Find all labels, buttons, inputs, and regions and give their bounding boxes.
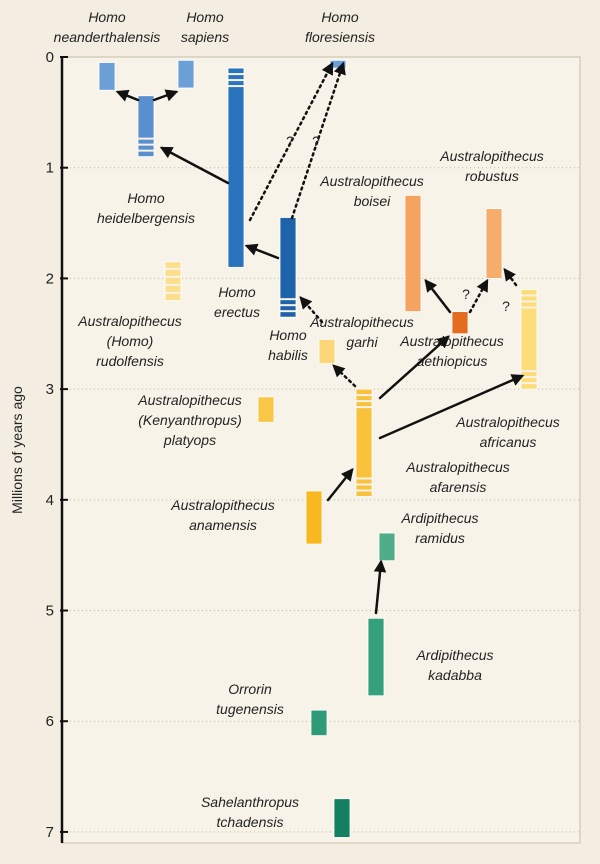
y-tick-label: 7 — [46, 824, 54, 841]
species-label: aethiopicus — [417, 353, 488, 369]
y-tick-label: 6 — [46, 713, 54, 730]
y-tick-label: 0 — [46, 49, 54, 66]
dotted-arrow — [503, 267, 518, 287]
arrow — [378, 335, 450, 400]
species-label: garhi — [346, 334, 378, 350]
species-label: Sahelanthropus — [201, 794, 299, 810]
question-mark: ? — [286, 133, 294, 149]
species-label: Australopithecus — [309, 314, 414, 330]
species-label: Homo — [186, 9, 224, 25]
species-label: Homo — [127, 190, 165, 206]
species-label: floresiensis — [305, 29, 375, 45]
arrow — [244, 243, 280, 260]
y-tick-label: 4 — [46, 492, 54, 509]
arrow — [115, 89, 140, 102]
range-bar — [310, 709, 328, 737]
y-axis-label: Millions of years ago — [9, 386, 25, 514]
range-bar — [98, 62, 116, 91]
y-tick-label: 2 — [46, 270, 54, 287]
arrow — [373, 559, 387, 615]
species-label: afarensis — [430, 479, 487, 495]
question-mark: ? — [502, 298, 510, 314]
y-tick-label: 3 — [46, 381, 54, 398]
range-bar — [137, 95, 155, 158]
species-label: Australopithecus — [399, 333, 504, 349]
species-label: tugenensis — [216, 701, 284, 717]
range-bar — [257, 396, 275, 423]
species-label: Orrorin — [228, 681, 272, 697]
y-tick-label: 1 — [46, 160, 54, 177]
range-bar — [177, 59, 195, 89]
range-bar — [227, 67, 245, 268]
species-label: Australopithecus — [319, 173, 424, 189]
dotted-arrow — [248, 61, 334, 222]
range-bar — [520, 289, 538, 390]
species-label: (Homo) — [107, 333, 154, 349]
dotted-arrow — [299, 296, 324, 324]
range-bar — [333, 798, 351, 838]
species-label: Australopithecus — [77, 313, 182, 329]
species-label: neanderthalensis — [54, 29, 161, 45]
species-label: tchadensis — [217, 814, 284, 830]
range-bar — [305, 490, 323, 545]
species-label: platyops — [163, 432, 216, 448]
species-label: africanus — [480, 434, 537, 450]
dotted-arrow — [468, 278, 489, 314]
range-bar — [279, 217, 297, 318]
species-label: Australopithecus — [405, 459, 510, 475]
species-label: Australopithecus — [455, 414, 560, 430]
species-label: Homo — [321, 9, 359, 25]
species-label: Homo — [218, 284, 256, 300]
species-label: Ardipithecus — [400, 510, 478, 526]
range-bar — [318, 338, 336, 365]
species-label: habilis — [268, 347, 308, 363]
arrow — [152, 89, 179, 102]
species-label: sapiens — [181, 29, 229, 45]
species-label: heidelbergensis — [97, 210, 195, 226]
arrow — [326, 468, 354, 502]
species-label: robustus — [465, 168, 519, 184]
species-label: boisei — [354, 193, 391, 209]
arrow — [378, 374, 525, 440]
question-mark: ? — [312, 133, 320, 149]
range-bar — [164, 261, 182, 301]
range-bar — [378, 532, 396, 562]
species-label: Homo — [269, 327, 307, 343]
species-label: Australopithecus — [439, 148, 544, 164]
dotted-arrow — [290, 61, 346, 220]
y-tick-label: 5 — [46, 603, 54, 620]
species-label: Homo — [88, 9, 126, 25]
range-bar — [355, 388, 373, 497]
species-label: (Kenyanthropus) — [138, 412, 242, 428]
species-label: rudolfensis — [96, 353, 164, 369]
species-label: anamensis — [189, 517, 257, 533]
species-label: Australopithecus — [170, 497, 275, 513]
species-label: Australopithecus — [137, 392, 242, 408]
range-bar — [367, 617, 385, 697]
species-label: ramidus — [415, 530, 465, 546]
range-bar — [404, 194, 422, 313]
range-bar — [485, 208, 503, 279]
arrow — [159, 146, 230, 185]
arrow — [424, 279, 452, 314]
species-label: erectus — [214, 304, 260, 320]
range-bar — [451, 311, 469, 335]
species-label: Ardipithecus — [415, 647, 493, 663]
dotted-arrow — [332, 364, 357, 388]
question-mark: ? — [462, 286, 470, 302]
species-label: kadabba — [428, 667, 482, 683]
